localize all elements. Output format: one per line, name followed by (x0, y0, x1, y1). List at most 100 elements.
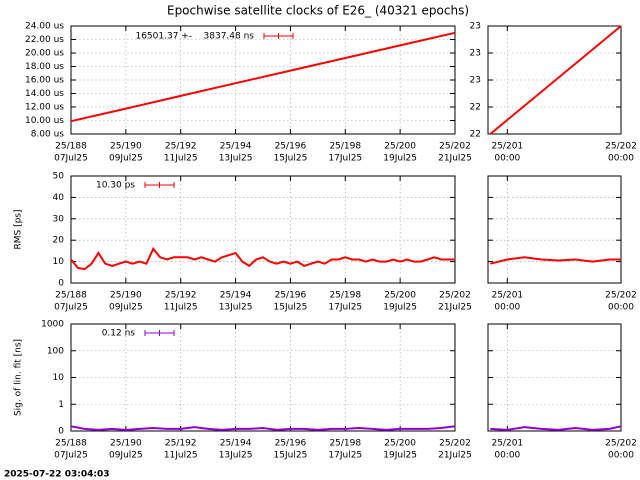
x-tick-sublabel: 13Jul25 (219, 451, 253, 461)
x-tick-label: 25/190 (110, 142, 142, 152)
x-tick-label: 25/201 (491, 291, 523, 301)
x-tick-label: 25/202 (439, 439, 471, 449)
plot-frame (70, 25, 456, 135)
x-tick-sublabel: 11Jul25 (164, 303, 198, 313)
x-tick-label: 25/194 (220, 142, 252, 152)
legend-label: 16501.37 +- 3837.48 ns (135, 32, 254, 42)
y-tick-label: 0 (58, 279, 64, 289)
x-tick-label: 25/194 (220, 439, 252, 449)
x-tick-label: 25/192 (165, 291, 197, 301)
y-axis-label: Sig. of lin. fit [ns] (14, 339, 24, 416)
y-tick-label: 30 (53, 214, 65, 224)
plot-frame (487, 25, 622, 135)
x-tick-label: 25/201 (491, 439, 523, 449)
x-tick-sublabel: 00:00 (608, 451, 634, 461)
x-tick-label: 25/202 (605, 142, 637, 152)
x-tick-sublabel: 19Jul25 (383, 303, 417, 313)
x-tick-label: 25/202 (439, 291, 471, 301)
y-tick-label: 23 (470, 22, 481, 32)
y-axis-label: RMS [ps] (14, 209, 24, 249)
x-tick-sublabel: 07Jul25 (54, 154, 88, 164)
x-tick-sublabel: 13Jul25 (219, 303, 253, 313)
x-tick-sublabel: 21Jul25 (438, 154, 472, 164)
y-tick-label: 22 (470, 130, 481, 140)
x-tick-sublabel: 11Jul25 (164, 154, 198, 164)
x-tick-sublabel: 19Jul25 (383, 451, 417, 461)
x-tick-label: 25/190 (110, 291, 142, 301)
legend-marker (263, 33, 294, 39)
x-tick-label: 25/198 (329, 142, 361, 152)
y-tick-label: 1 (58, 400, 64, 410)
x-tick-sublabel: 15Jul25 (274, 154, 308, 164)
y-tick-label: 10 (53, 373, 65, 383)
x-tick-label: 25/198 (329, 291, 361, 301)
legend-marker (144, 182, 175, 188)
y-tick-label: 18.00 us (25, 62, 64, 72)
data-line (490, 256, 621, 265)
data-line (490, 425, 622, 431)
x-tick-sublabel: 00:00 (608, 303, 634, 313)
timestamp: 2025-07-22 03:04:03 (4, 470, 109, 480)
x-tick-label: 25/192 (165, 142, 197, 152)
y-tick-label: 20 (53, 236, 65, 246)
x-tick-sublabel: 09Jul25 (109, 154, 143, 164)
legend-label: 0.12 ns (102, 329, 136, 339)
x-tick-sublabel: 00:00 (608, 154, 634, 164)
data-line (70, 246, 455, 271)
data-line (70, 31, 456, 123)
y-tick-label: 12.00 us (25, 103, 64, 113)
x-tick-label: 25/196 (275, 291, 307, 301)
plot-frame (70, 175, 456, 284)
x-tick-label: 25/192 (165, 439, 197, 449)
plot-frame (487, 323, 622, 432)
x-tick-label: 25/194 (220, 291, 252, 301)
x-tick-sublabel: 21Jul25 (438, 451, 472, 461)
x-tick-label: 25/200 (384, 439, 416, 449)
y-tick-label: 14.00 us (25, 89, 64, 99)
legend-label: 10.30 ps (96, 181, 135, 191)
plot-frame (487, 175, 622, 284)
y-tick-label: 0 (58, 427, 64, 437)
x-tick-label: 25/196 (275, 439, 307, 449)
x-tick-label: 25/201 (491, 142, 523, 152)
x-tick-sublabel: 07Jul25 (54, 303, 88, 313)
y-tick-label: 24.00 us (25, 22, 64, 32)
y-tick-label: 20.00 us (25, 49, 64, 59)
y-tick-label: 23 (470, 49, 481, 59)
x-tick-label: 25/200 (384, 142, 416, 152)
legend-marker (144, 330, 175, 336)
x-tick-sublabel: 00:00 (494, 303, 520, 313)
y-tick-label: 100 (47, 346, 64, 356)
x-tick-sublabel: 09Jul25 (109, 451, 143, 461)
x-tick-label: 25/190 (110, 439, 142, 449)
y-tick-label: 16.00 us (25, 76, 64, 86)
x-tick-label: 25/202 (605, 291, 637, 301)
x-tick-sublabel: 00:00 (494, 451, 520, 461)
x-tick-label: 25/200 (384, 291, 416, 301)
data-line (70, 425, 456, 431)
y-tick-label: 23 (470, 76, 481, 86)
x-tick-label: 25/202 (605, 439, 637, 449)
x-tick-sublabel: 17Jul25 (328, 303, 362, 313)
x-tick-label: 25/196 (275, 142, 307, 152)
x-tick-sublabel: 00:00 (494, 154, 520, 164)
y-tick-label: 10.00 us (25, 116, 64, 126)
x-tick-sublabel: 15Jul25 (274, 451, 308, 461)
y-tick-label: 40 (53, 193, 65, 203)
plot-frame (70, 323, 456, 432)
x-tick-sublabel: 21Jul25 (438, 303, 472, 313)
x-tick-label: 25/188 (55, 439, 87, 449)
x-tick-sublabel: 11Jul25 (164, 451, 198, 461)
y-tick-label: 10 (53, 257, 65, 267)
y-tick-label: 1000 (41, 320, 64, 330)
x-tick-sublabel: 09Jul25 (109, 303, 143, 313)
y-tick-label: 22 (470, 103, 481, 113)
x-tick-sublabel: 19Jul25 (383, 154, 417, 164)
x-tick-label: 25/202 (439, 142, 471, 152)
y-tick-label: 22.00 us (25, 35, 64, 45)
chart-title: Epochwise satellite clocks of E26_ (4032… (167, 4, 469, 18)
y-tick-label: 50 (53, 172, 65, 182)
x-tick-sublabel: 17Jul25 (328, 451, 362, 461)
x-tick-sublabel: 15Jul25 (274, 303, 308, 313)
